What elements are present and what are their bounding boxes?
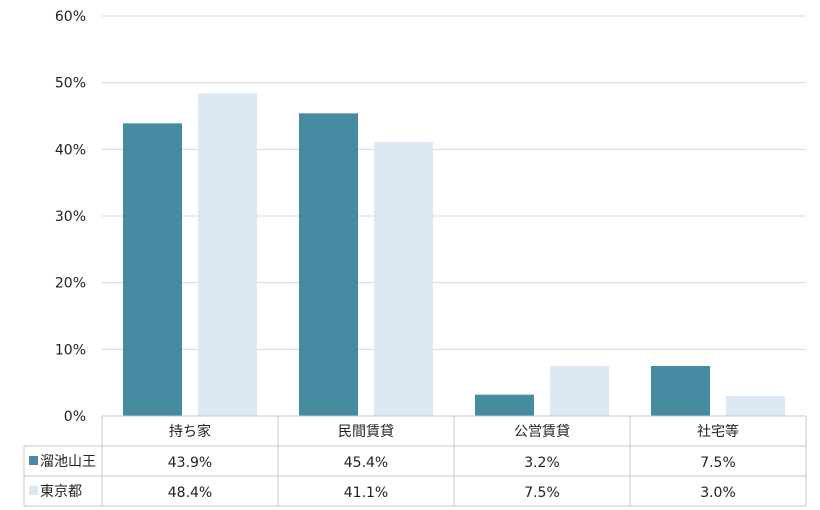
legend-swatch — [29, 486, 38, 495]
bar — [198, 93, 257, 416]
bar — [374, 142, 433, 416]
data-label: 41.1% — [344, 485, 388, 501]
data-label: 3.0% — [700, 485, 736, 501]
bar — [651, 366, 710, 416]
y-tick-label: 40% — [55, 142, 86, 158]
bars — [123, 93, 785, 416]
y-axis: 0% 10% 20% 30% 40% 50% 60% — [55, 9, 86, 425]
y-tick-label: 10% — [55, 342, 86, 358]
legend-label: 溜池山王 — [40, 454, 96, 470]
data-label: 45.4% — [344, 455, 388, 471]
data-label: 48.4% — [168, 485, 212, 501]
y-tick-label: 50% — [55, 76, 86, 92]
data-label: 7.5% — [524, 485, 560, 501]
bar — [550, 366, 609, 416]
y-tick-label: 30% — [55, 209, 86, 225]
data-label: 3.2% — [524, 455, 560, 471]
data-label: 43.9% — [168, 455, 212, 471]
legend-swatch — [29, 456, 38, 465]
bar — [726, 396, 785, 416]
bar — [299, 113, 358, 416]
bar — [123, 123, 182, 416]
y-tick-label: 0% — [64, 409, 86, 425]
bar — [475, 394, 534, 416]
legend-label: 東京都 — [40, 484, 82, 500]
y-tick-label: 60% — [55, 9, 86, 25]
data-label: 7.5% — [700, 455, 736, 471]
category-label: 民間賃貸 — [338, 424, 394, 440]
category-label: 持ち家 — [169, 423, 211, 440]
category-label: 公営賃貸 — [514, 424, 570, 440]
y-tick-label: 20% — [55, 276, 86, 292]
category-label: 社宅等 — [697, 423, 739, 440]
